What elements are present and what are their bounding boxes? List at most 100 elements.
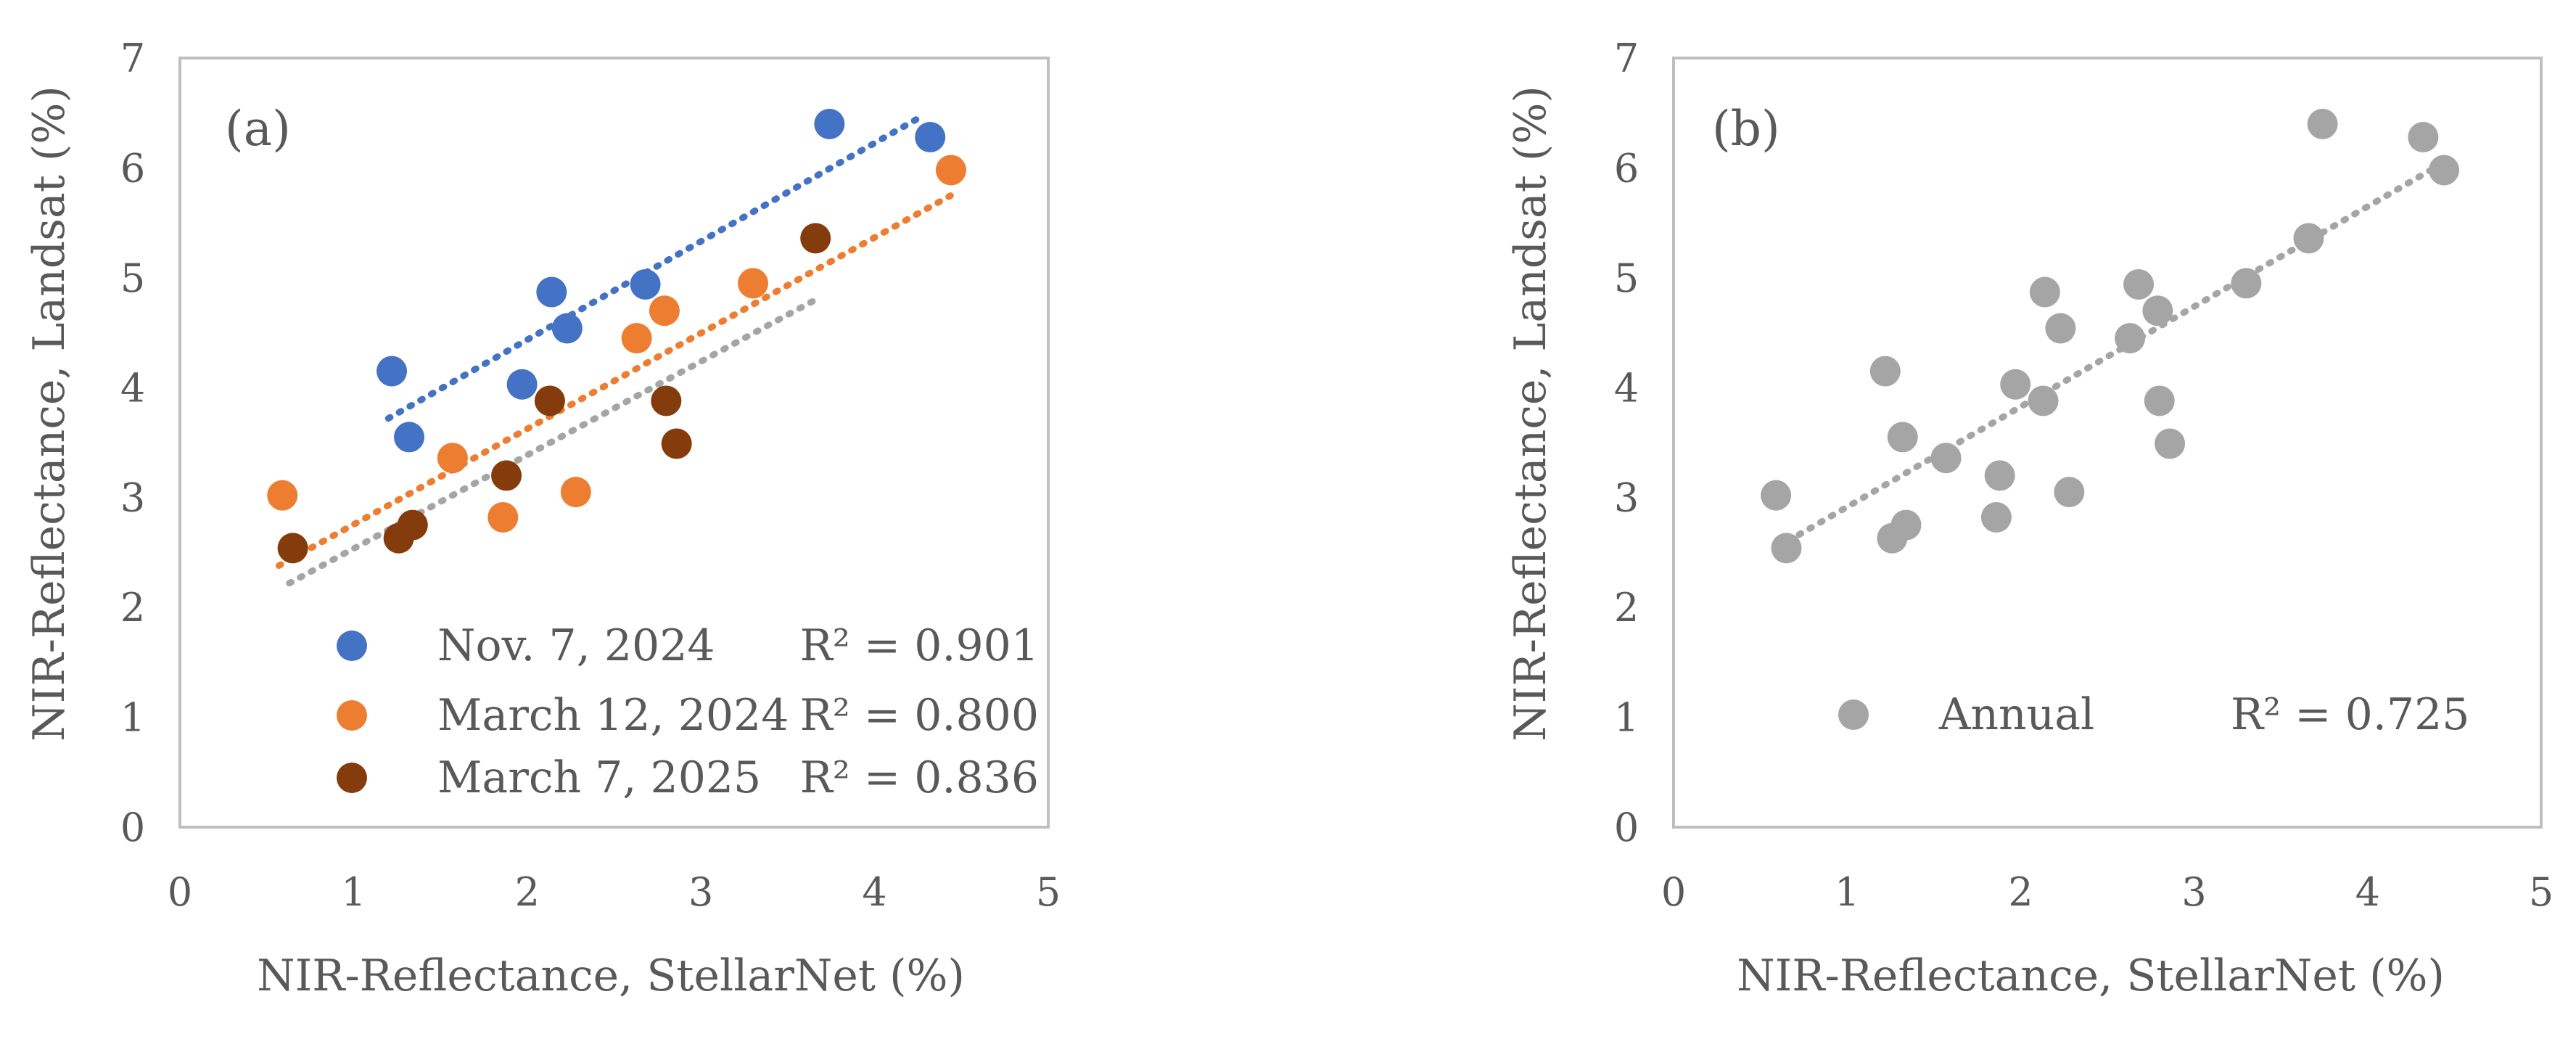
- x-tick-label: 2: [515, 869, 540, 915]
- y-tick-label: 6: [1614, 145, 1639, 191]
- legend-series-name: Annual: [1938, 689, 2094, 740]
- chart-panel-b: NIR-Reflectance, Landsat (%) NIR-Reflect…: [1288, 0, 2576, 1047]
- data-point: [2115, 323, 2146, 354]
- data-point: [487, 501, 519, 533]
- data-point: [649, 295, 680, 327]
- data-point: [376, 356, 408, 387]
- plot-area-frame: [1672, 57, 2543, 829]
- data-point: [536, 276, 567, 308]
- data-point: [1761, 480, 1792, 511]
- legend-marker: [337, 700, 367, 731]
- x-tick-label: 0: [1661, 869, 1686, 915]
- x-tick-label: 4: [862, 869, 886, 915]
- y-axis-label: NIR-Reflectance, Landsat (%): [1505, 86, 1556, 742]
- x-tick-label: 0: [168, 869, 192, 915]
- data-point: [2000, 369, 2031, 400]
- y-tick-label: 3: [120, 475, 145, 521]
- legend-r2-value: R² = 0.800: [800, 690, 1039, 741]
- chart-b-svg: NIR-Reflectance, Landsat (%) NIR-Reflect…: [1505, 36, 2554, 1001]
- data-point: [2408, 122, 2439, 153]
- x-tick-label: 4: [2355, 869, 2380, 915]
- legend-marker: [337, 763, 367, 793]
- trendline-annual: [1774, 159, 2448, 551]
- y-tick-label: 6: [120, 145, 145, 191]
- data-point: [738, 268, 769, 299]
- x-tick-label: 3: [2181, 869, 2206, 915]
- x-tick-label: 1: [1835, 869, 1859, 915]
- legend-marker: [337, 631, 367, 661]
- data-point: [2028, 385, 2059, 416]
- data-point: [267, 480, 298, 511]
- y-tick-label: 4: [120, 365, 145, 411]
- data-point: [651, 385, 682, 416]
- data-point: [1984, 460, 2015, 491]
- y-axis-label: NIR-Reflectance, Landsat (%): [24, 86, 75, 742]
- data-point: [277, 533, 308, 564]
- trendline-nov-7-2024: [384, 115, 921, 422]
- data-point: [2429, 155, 2460, 186]
- legend-r2-value: R² = 0.725: [2231, 689, 2469, 740]
- data-point: [551, 313, 583, 344]
- y-tick-label: 5: [1614, 255, 1639, 301]
- y-tick-label: 7: [120, 36, 145, 81]
- legend-r2-value: R² = 0.836: [800, 752, 1039, 803]
- data-point: [397, 509, 428, 541]
- y-tick-label: 1: [1614, 695, 1639, 741]
- data-point: [534, 385, 565, 416]
- data-point: [560, 477, 591, 508]
- data-point: [630, 268, 661, 300]
- data-point: [1771, 533, 1802, 564]
- data-point: [915, 122, 946, 153]
- x-tick-label: 5: [2529, 869, 2554, 915]
- x-axis-label: NIR-Reflectance, StellarNet (%): [257, 950, 965, 1001]
- legend-series-name: Nov. 7, 2024: [437, 620, 715, 671]
- legend-series-name: March 12, 2024: [437, 690, 789, 741]
- y-tick-label: 5: [120, 255, 145, 301]
- x-axis-label: NIR-Reflectance, StellarNet (%): [1737, 950, 2445, 1001]
- legend-series-name: March 7, 2025: [437, 752, 761, 803]
- data-point: [394, 422, 425, 453]
- data-point: [1869, 356, 1901, 387]
- data-point: [2123, 268, 2155, 300]
- data-point: [1930, 443, 1962, 474]
- x-tick-label: 3: [688, 869, 713, 915]
- data-point: [800, 223, 831, 254]
- data-point: [437, 443, 468, 474]
- x-tick-label: 5: [1036, 869, 1061, 915]
- x-tick-label: 1: [341, 869, 366, 915]
- y-tick-label: 4: [1614, 365, 1639, 411]
- data-point: [491, 460, 522, 491]
- data-point: [2293, 223, 2324, 254]
- panel-label: (b): [1712, 101, 1780, 157]
- chart-panel-a: NIR-Reflectance, Landsat (%) NIR-Reflect…: [24, 36, 1061, 1001]
- data-point: [2155, 428, 2186, 459]
- data-point: [2142, 295, 2173, 327]
- y-tick-label: 1: [120, 695, 145, 741]
- legend-r2-value: R² = 0.901: [800, 620, 1039, 671]
- data-point: [621, 323, 652, 354]
- data-point: [935, 155, 966, 186]
- data-point: [1890, 509, 1922, 541]
- data-point: [2144, 385, 2175, 416]
- y-tick-label: 2: [1614, 585, 1639, 631]
- data-point: [661, 428, 692, 459]
- data-point: [2045, 313, 2076, 344]
- data-point: [2029, 276, 2060, 308]
- data-point: [1980, 501, 2012, 533]
- legend-marker: [1838, 699, 1869, 730]
- data-point: [1887, 422, 1918, 453]
- data-point: [506, 369, 538, 400]
- x-tick-label: 2: [2008, 869, 2033, 915]
- data-point: [2307, 108, 2338, 139]
- data-point: [814, 108, 845, 139]
- chart-a-svg: NIR-Reflectance, Landsat (%) NIR-Reflect…: [24, 36, 1061, 1001]
- y-tick-label: 7: [1614, 36, 1639, 81]
- y-tick-label: 0: [120, 805, 145, 850]
- y-tick-label: 0: [1614, 805, 1639, 850]
- y-tick-label: 3: [1614, 475, 1639, 521]
- panel-label: (a): [225, 101, 291, 157]
- data-point: [2231, 268, 2262, 299]
- data-point: [2054, 477, 2085, 508]
- y-tick-label: 2: [120, 585, 145, 631]
- trendline-march-7-2025: [286, 296, 819, 587]
